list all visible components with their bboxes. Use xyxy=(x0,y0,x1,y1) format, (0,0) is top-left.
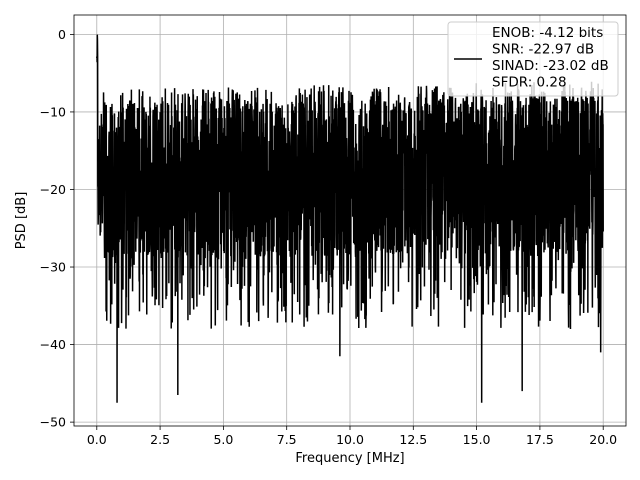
x-axis-label: Frequency [MHz] xyxy=(295,451,404,466)
legend-sinad: SINAD: -23.02 dB xyxy=(492,58,609,74)
y-axis-label: PSD [dB] xyxy=(14,192,29,250)
y-tick-label: −50 xyxy=(40,415,66,430)
y-tick-label: −20 xyxy=(40,182,66,197)
plot-frame xyxy=(73,14,627,427)
x-tick-label: 10.0 xyxy=(336,432,364,447)
y-tick-label: 0 xyxy=(58,27,66,42)
x-tick-label: 20.0 xyxy=(589,432,617,447)
y-axis-ticks: 0 −10 −20 −30 −40 −50 xyxy=(40,27,74,430)
x-tick-label: 5.0 xyxy=(213,432,233,447)
x-tick-label: 15.0 xyxy=(463,432,491,447)
legend-box xyxy=(447,21,619,97)
y-tick-label: −10 xyxy=(40,104,66,119)
x-tick-label: 12.5 xyxy=(399,432,427,447)
legend-snr: SNR: -22.97 dB xyxy=(492,42,594,58)
y-tick-label: −30 xyxy=(40,260,66,275)
x-axis-ticks: 0.0 2.5 5.0 7.5 10.0 12.5 15.0 17.5 20.0 xyxy=(87,426,617,447)
legend-sfdr: SFDR: 0.28 xyxy=(492,75,567,91)
y-tick-label: −40 xyxy=(40,337,66,352)
x-tick-label: 7.5 xyxy=(277,432,297,447)
x-tick-label: 2.5 xyxy=(150,432,170,447)
x-tick-label: 0.0 xyxy=(87,432,107,447)
legend-enob: ENOB: -4.12 bits xyxy=(492,25,603,41)
legend: ENOB: -4.12 bits SNR: -22.97 dB SINAD: -… xyxy=(447,21,619,97)
x-tick-label: 17.5 xyxy=(526,432,554,447)
